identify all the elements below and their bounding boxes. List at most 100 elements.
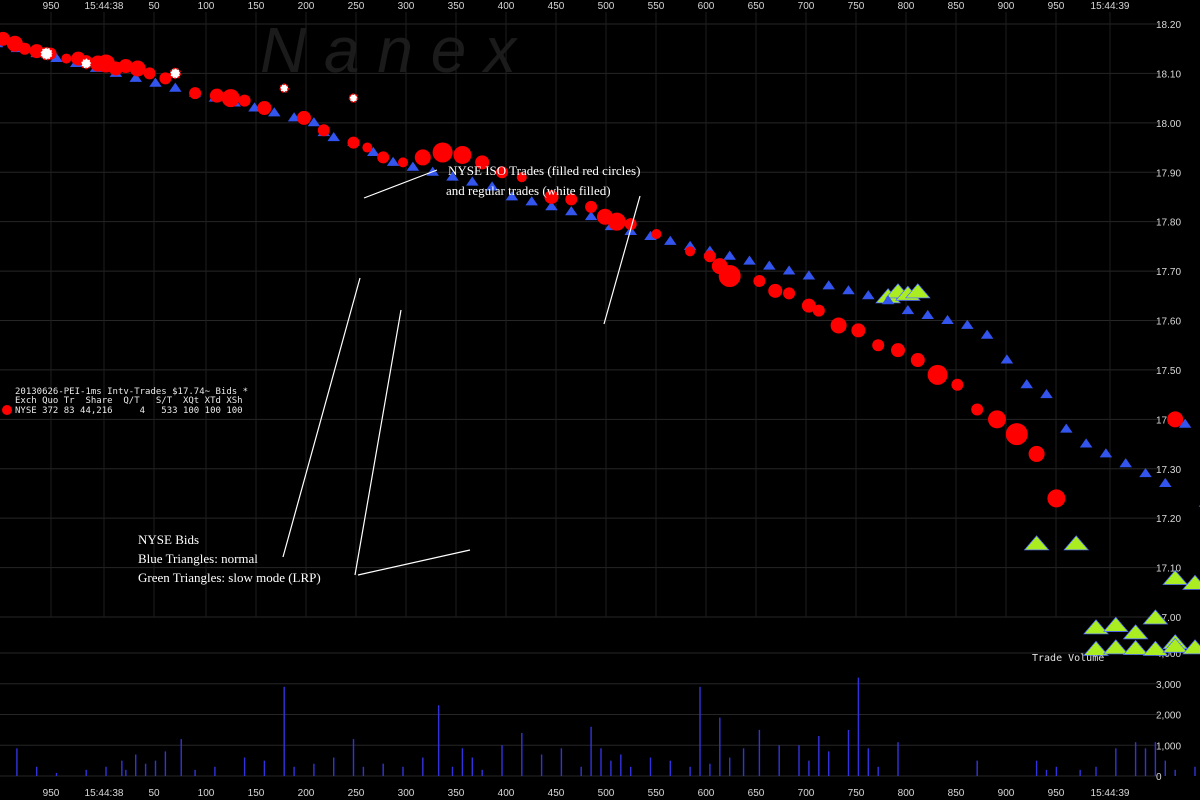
iso-trade-circle (624, 218, 637, 231)
iso-trade-circle (221, 89, 240, 108)
normal-bid-triangle (782, 265, 796, 275)
regular-trade-circle (39, 46, 54, 61)
x-tick-label-top: 15:44:38 (85, 1, 124, 12)
iso-trade-circle (830, 317, 847, 334)
x-tick-label-bottom: 600 (698, 788, 715, 799)
regular-trade-circle (169, 67, 182, 80)
trades-annotation-line-1: NYSE ISO Trades (filled red circles) (448, 163, 640, 178)
x-tick-label-top: 550 (648, 1, 665, 12)
iso-trade-circle (209, 88, 224, 103)
volume-grid (0, 652, 1160, 777)
x-tick-label-bottom: 15:44:39 (1091, 788, 1130, 799)
normal-bid-triangle (1099, 448, 1113, 458)
normal-bid-triangle (169, 82, 182, 92)
normal-bid-triangle (327, 132, 340, 142)
normal-bid-triangle (287, 112, 301, 122)
x-tick-label-bottom: 300 (398, 788, 415, 799)
slow-bid-triangle (1083, 619, 1109, 635)
price-tick-label: 17.20 (1156, 514, 1181, 525)
x-tick-label-bottom: 50 (148, 788, 160, 799)
bids-callout-line-1 (282, 277, 361, 558)
x-tick-label-bottom: 650 (748, 788, 765, 799)
normal-bid-triangle (584, 211, 598, 221)
x-tick-label-top: 200 (298, 1, 315, 12)
normal-bid-triangle (763, 260, 776, 270)
iso-trade-circle (238, 94, 251, 107)
iso-trade-circle (872, 339, 885, 352)
price-axis: 18.20 18.10 18.00 17.90 17.80 17.70 17.60 17.50… (1156, 20, 1181, 624)
iso-trade-circle (801, 298, 816, 313)
price-tick-label: 18.00 (1156, 119, 1181, 130)
slow-bid-triangle (1083, 640, 1109, 656)
slow-bid-triangle (1122, 624, 1149, 640)
normal-bid-triangle (505, 191, 519, 201)
normal-bid-triangle (941, 314, 954, 324)
x-tick-label-top: 700 (798, 1, 815, 12)
iso-trade-circle (988, 410, 1006, 429)
normal-bid-triangle (307, 117, 321, 127)
slow-bid-triangle (1142, 640, 1169, 656)
slow-bid-triangle (1023, 535, 1050, 551)
x-tick-label-bottom: 15:44:38 (85, 788, 124, 799)
iso-trade-circle (651, 229, 662, 240)
x-tick-label-bottom: 800 (898, 788, 915, 799)
iso-trade-circle (189, 87, 202, 100)
x-tick-label-top: 400 (498, 1, 515, 12)
x-tick-label-bottom: 750 (848, 788, 865, 799)
slow-bid-triangle (1122, 639, 1149, 655)
normal-bid-triangle (446, 171, 459, 181)
volume-tick-label: 3,000 (1156, 680, 1181, 691)
slow-bid-triangle (1162, 569, 1189, 585)
price-tick-label: 18.20 (1156, 20, 1181, 31)
x-tick-label-top: 450 (548, 1, 565, 12)
normal-bid-triangle (386, 156, 400, 166)
iso-trade-circle (718, 265, 741, 288)
iso-trade-circle (377, 151, 390, 164)
x-tick-label-bottom: 100 (198, 788, 215, 799)
x-tick-label-bottom: 350 (448, 788, 465, 799)
slow-bid-triangle (1063, 535, 1090, 551)
iso-trade-circle (927, 364, 948, 385)
nanex-watermark: N a n e x (260, 14, 518, 86)
x-tick-label-bottom: 200 (298, 788, 315, 799)
iso-trade-circle (347, 136, 360, 149)
x-tick-label-top: 750 (848, 1, 865, 12)
x-axis-bottom: 950 15:44:38 50 100 150 200 250 300 350 400 450 500… (43, 788, 1130, 799)
x-tick-label-top: 100 (198, 1, 215, 12)
iso-trade-circle (362, 142, 373, 153)
iso-trade-circle (703, 250, 716, 263)
price-tick-label: 17.50 (1156, 366, 1181, 377)
x-tick-label-bottom: 250 (348, 788, 365, 799)
slow-bid-triangle (1182, 639, 1200, 655)
price-tick-label: 17.90 (1156, 168, 1181, 179)
iso-trade-circle (453, 145, 472, 164)
regular-trade-circle (348, 93, 359, 103)
iso-trade-circle (1028, 445, 1045, 462)
volume-bars (16, 677, 1196, 776)
iso-trade-circle (768, 283, 783, 298)
iso-trade-circle (1005, 423, 1028, 446)
slow-bid-triangle (1142, 609, 1169, 625)
volume-tick-label: 4,000 (1156, 649, 1181, 660)
iso-trade-circle (29, 44, 44, 59)
price-tick-label: 18.10 (1156, 69, 1181, 80)
normal-bid-triangle (1000, 354, 1014, 364)
x-tick-label-bottom: 950 (43, 788, 60, 799)
iso-trade-circle (891, 343, 905, 358)
normal-bid-triangle (921, 309, 934, 320)
normal-bid-triangle (1159, 477, 1172, 488)
iso-trade-circle (317, 124, 330, 137)
iso-trade-circle (565, 193, 578, 206)
iso-trade-circle (1167, 411, 1184, 428)
x-tick-label-bottom: 700 (798, 788, 815, 799)
trades-callout-line-2 (603, 195, 641, 325)
iso-trade-circle (129, 60, 146, 77)
iso-trade-circle (516, 172, 527, 183)
normal-bid-triangle (565, 206, 578, 216)
iso-trade-circle (414, 149, 431, 166)
nyse-legend-marker (2, 405, 12, 415)
slow-bid-triangle (1102, 616, 1129, 632)
normal-bid-triangle (822, 280, 835, 290)
bids-annotation-title: NYSE Bids (138, 532, 199, 547)
header-line-3: NYSE 372 83 44,216 4 533 100 100 100 (15, 406, 243, 416)
